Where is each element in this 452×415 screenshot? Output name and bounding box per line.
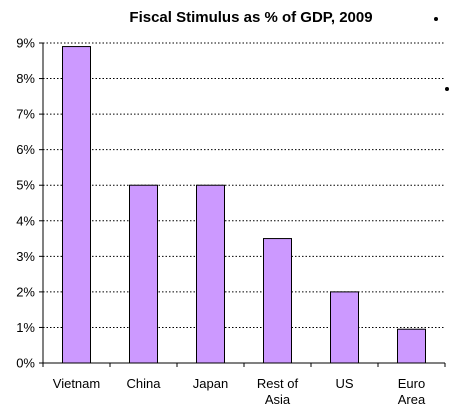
bar <box>330 291 359 364</box>
bar <box>397 328 426 364</box>
decorative-dot-top <box>434 17 438 21</box>
y-tick-label: 1% <box>16 320 35 335</box>
bar <box>196 184 225 364</box>
axes <box>39 42 446 367</box>
y-tick-label: 6% <box>16 142 35 157</box>
decorative-dot-right <box>445 87 449 91</box>
y-tick-label: 8% <box>16 71 35 86</box>
bar <box>263 238 292 364</box>
y-tick-label: 5% <box>16 178 35 193</box>
gridlines <box>43 42 445 328</box>
bar <box>129 184 158 364</box>
x-category-label: China <box>127 376 162 391</box>
bars <box>62 46 426 364</box>
bar <box>62 46 91 364</box>
y-tick-labels: 0% 1% 2% 3% 4% 5% 6% 7% 8% 9% <box>16 36 35 371</box>
x-category-label: Vietnam <box>53 376 100 391</box>
x-category-labels: Vietnam China Japan Rest of Asia US Euro Area <box>53 376 426 407</box>
y-tick-label: 9% <box>16 36 35 51</box>
y-tick-label: 7% <box>16 107 35 122</box>
x-category-label: Japan <box>193 376 228 391</box>
x-category-label: Rest of Asia <box>257 376 299 407</box>
y-tick-label: 3% <box>16 249 35 264</box>
x-category-label: Euro Area <box>398 376 426 407</box>
y-tick-label: 2% <box>16 284 35 299</box>
y-tick-label: 0% <box>16 356 35 371</box>
chart-title: Fiscal Stimulus as % of GDP, 2009 <box>129 9 372 26</box>
x-category-label: US <box>335 376 353 391</box>
y-tick-label: 4% <box>16 213 35 228</box>
